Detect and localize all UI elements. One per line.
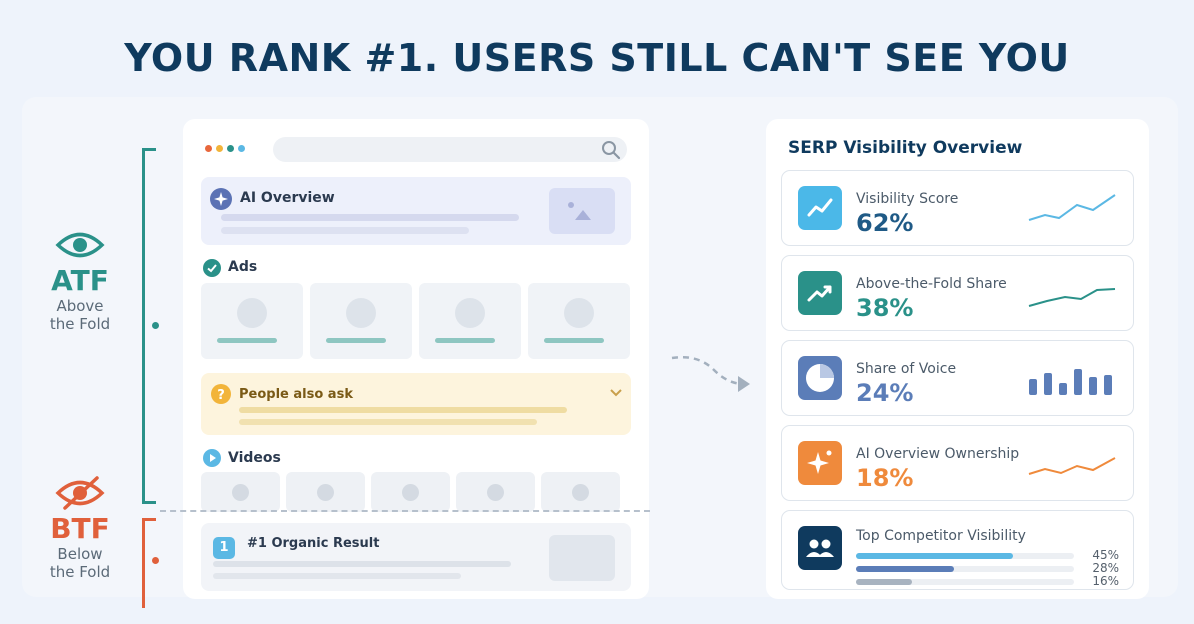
competitor-bar-track	[856, 579, 1074, 585]
play-icon	[203, 449, 221, 467]
atf-bracket	[142, 148, 156, 504]
competitor-bar-track	[856, 553, 1074, 559]
videos-title: Videos	[228, 450, 281, 466]
metric-value: 24%	[856, 379, 914, 407]
sparkline	[1028, 194, 1116, 221]
pie-icon	[798, 356, 842, 400]
organic-result-block[interactable]: 1 #1 Organic Result	[201, 523, 631, 591]
btf-label: BTF Below the Fold	[25, 476, 135, 581]
metric-value: 18%	[856, 464, 914, 492]
btf-bracket	[142, 518, 156, 608]
btf-abbr: BTF	[50, 512, 110, 545]
atf-abbr: ATF	[51, 264, 109, 297]
ad-card[interactable]	[419, 283, 521, 359]
sparkline	[1028, 457, 1116, 475]
placeholder-line	[221, 227, 469, 234]
metric-value: 62%	[856, 209, 914, 237]
svg-text:?: ?	[217, 388, 225, 403]
ad-card[interactable]	[310, 283, 412, 359]
placeholder-line	[239, 419, 537, 425]
atf-desc-1: Above	[56, 297, 104, 315]
video-card[interactable]	[286, 472, 365, 512]
btf-dot	[152, 557, 159, 564]
overview-title: SERP Visibility Overview	[788, 138, 1023, 158]
atf-desc-2: the Fold	[49, 315, 111, 333]
window-dots	[205, 145, 245, 152]
image-icon	[568, 202, 591, 220]
btf-desc-1: Below	[57, 545, 103, 563]
metric-card-ai-overview-ownership[interactable]: AI Overview Ownership 18%	[781, 425, 1134, 501]
ai-overview-title: AI Overview	[240, 190, 335, 206]
btf-desc-2: the Fold	[49, 563, 111, 581]
trend-icon	[798, 186, 842, 230]
metric-label: Above-the-Fold Share	[856, 276, 1007, 292]
competitor-pct: 28%	[1092, 561, 1119, 575]
users-icon	[798, 526, 842, 570]
arrow-icon	[671, 356, 750, 392]
sparkle-icon	[798, 441, 842, 485]
metric-label: Visibility Score	[856, 191, 959, 207]
bar-sparkline	[1029, 369, 1112, 395]
metric-label: Share of Voice	[856, 361, 957, 377]
page-headline: YOU RANK #1. USERS STILL CAN'T SEE YOU	[124, 36, 1070, 80]
placeholder-line	[239, 407, 567, 413]
competitor-bar	[856, 579, 912, 585]
placeholder-line	[213, 561, 511, 567]
fold-line	[160, 510, 650, 512]
chevron-down-icon[interactable]	[609, 388, 623, 398]
check-circle-icon	[203, 259, 221, 277]
growth-icon	[798, 271, 842, 315]
metric-card-share-of-voice[interactable]: Share of Voice 24%	[781, 340, 1134, 416]
organic-title: #1 Organic Result	[247, 536, 380, 551]
atf-dot	[152, 322, 159, 329]
visibility-overview-panel: SERP Visibility Overview Visibility Scor…	[766, 119, 1149, 599]
people-also-ask-block[interactable]: ? People also ask	[201, 373, 631, 435]
ad-card[interactable]	[201, 283, 303, 359]
question-icon: ?	[211, 384, 231, 404]
search-input[interactable]	[273, 137, 627, 162]
search-icon[interactable]	[601, 140, 621, 160]
competitor-bar	[856, 553, 1013, 559]
sparkle-icon	[210, 188, 232, 210]
window-dot	[238, 145, 245, 152]
placeholder-line	[221, 214, 519, 221]
atf-label: ATF Above the Fold	[25, 230, 135, 333]
competitor-pct: 16%	[1092, 574, 1119, 588]
paa-title: People also ask	[239, 387, 353, 402]
video-card[interactable]	[201, 472, 280, 512]
image-placeholder	[549, 535, 615, 581]
competitor-bar-track	[856, 566, 1074, 572]
metric-value: 38%	[856, 294, 914, 322]
window-dot	[227, 145, 234, 152]
placeholder-line	[213, 573, 461, 579]
ad-card[interactable]	[528, 283, 630, 359]
eye-icon	[55, 232, 105, 258]
eye-slash-icon	[55, 476, 105, 510]
ads-title: Ads	[228, 259, 258, 275]
competitor-label: Top Competitor Visibility	[856, 528, 1026, 544]
rank-badge: 1	[213, 537, 235, 559]
window-dot	[205, 145, 212, 152]
competitor-pct: 45%	[1092, 548, 1119, 562]
window-dot	[216, 145, 223, 152]
video-card[interactable]	[541, 472, 620, 512]
video-card[interactable]	[456, 472, 535, 512]
competitor-bar	[856, 566, 954, 572]
metric-label: AI Overview Ownership	[856, 446, 1020, 462]
image-placeholder	[549, 188, 615, 234]
metric-card-competitor-visibility[interactable]: Top Competitor Visibility 45% 28% 16%	[781, 510, 1134, 590]
ai-overview-block[interactable]: AI Overview	[201, 177, 631, 245]
metric-card-atf-share[interactable]: Above-the-Fold Share 38%	[781, 255, 1134, 331]
video-card[interactable]	[371, 472, 450, 512]
metric-card-visibility-score[interactable]: Visibility Score 62%	[781, 170, 1134, 246]
sparkline	[1028, 288, 1116, 307]
serp-mockup: AI Overview Ads ? People also ask	[183, 119, 649, 599]
